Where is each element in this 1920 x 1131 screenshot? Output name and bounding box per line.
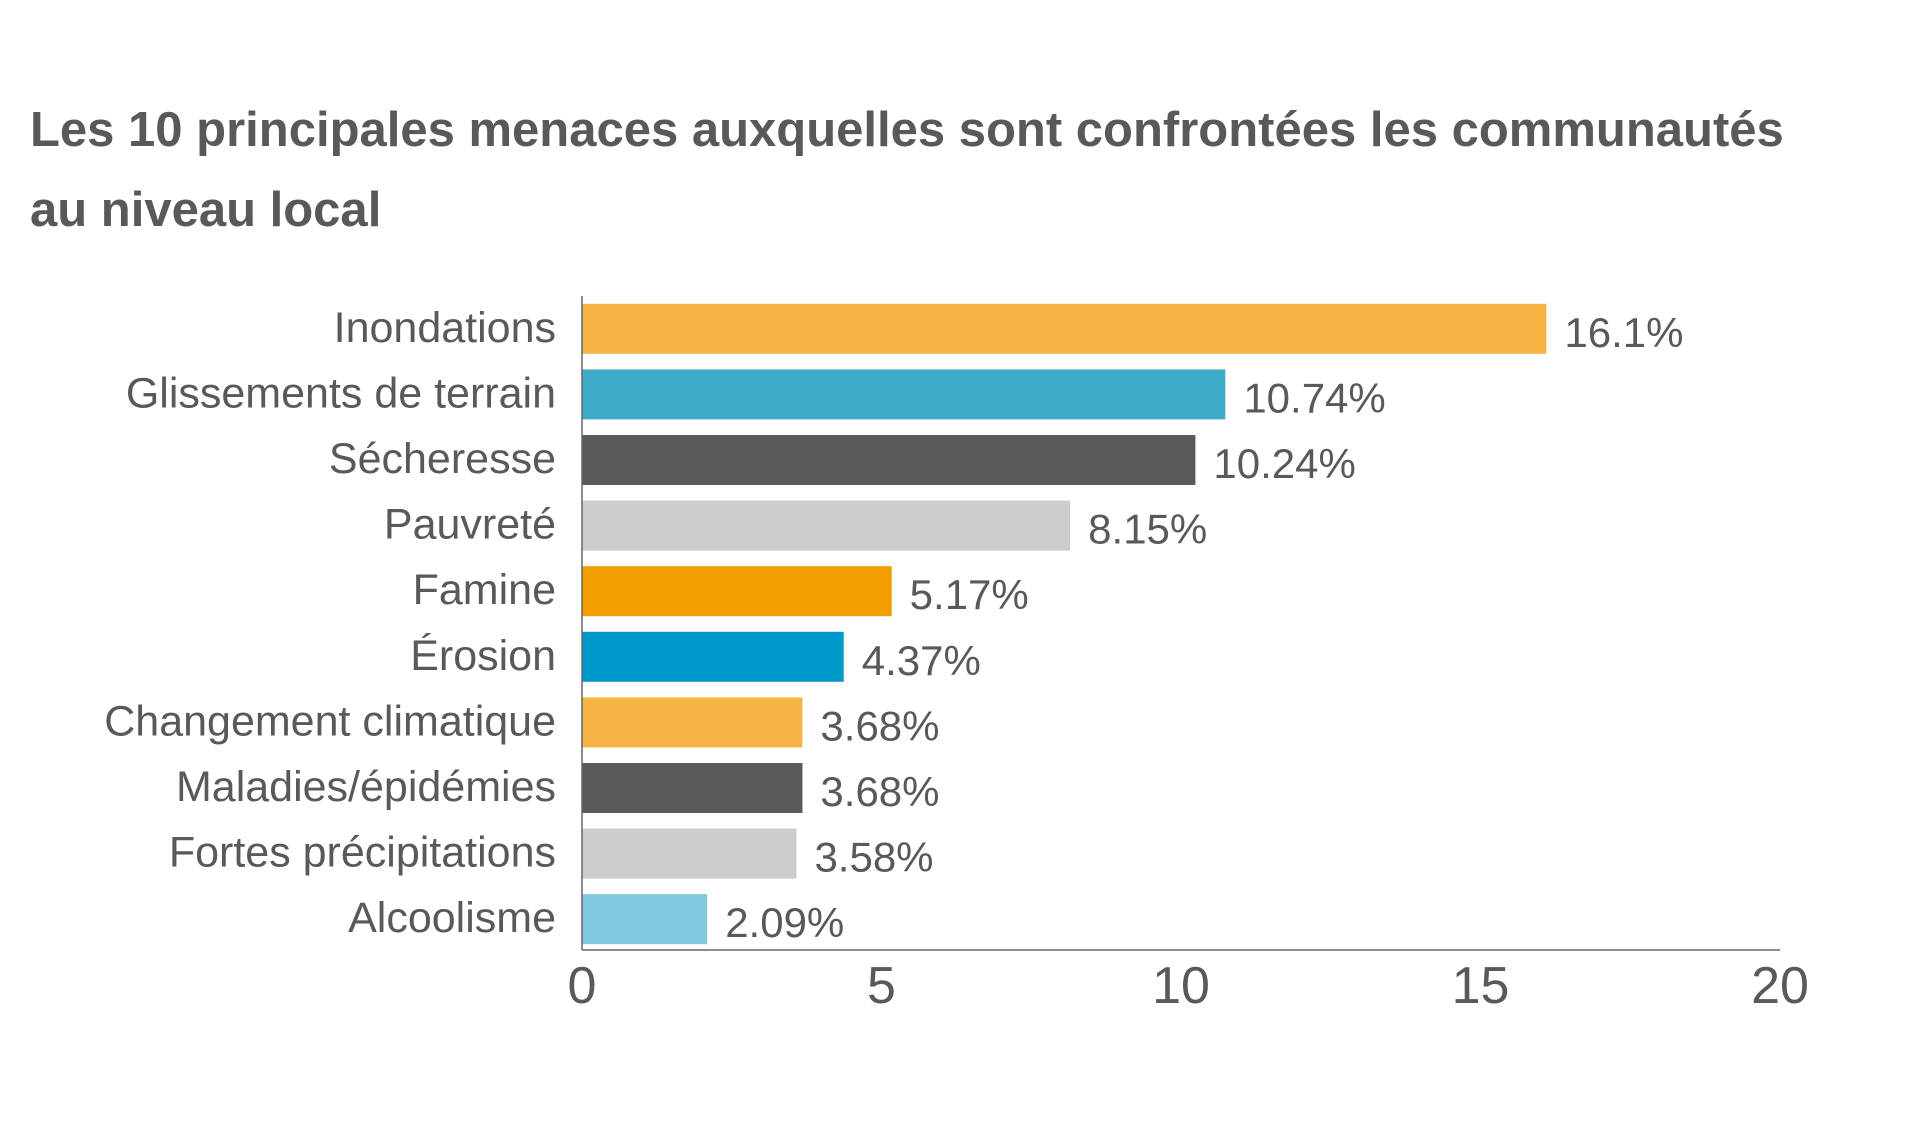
bar [582, 435, 1196, 485]
bar [582, 763, 803, 813]
chart-title-line-1: Les 10 principales menaces auxquelles so… [30, 103, 1784, 157]
bar [582, 566, 892, 617]
bar [582, 303, 1547, 354]
category-label: Fortes précipitations [169, 829, 556, 877]
x-tick-label: 10 [1152, 957, 1210, 1015]
data-label: 8.15% [1088, 506, 1207, 553]
x-tick-label: 5 [867, 957, 896, 1015]
category-label: Glissements de terrain [126, 369, 556, 417]
category-label: Pauvreté [384, 501, 556, 549]
category-label: Alcoolisme [348, 894, 556, 942]
data-label: 3.68% [820, 702, 939, 749]
chart-title-line-2: au niveau local [30, 183, 382, 237]
bar [582, 697, 803, 748]
category-label: Famine [413, 566, 556, 614]
bar [582, 500, 1071, 551]
data-label: 3.58% [814, 834, 933, 881]
x-tick-label: 20 [1751, 957, 1809, 1015]
data-label: 10.74% [1243, 374, 1385, 421]
data-label: 10.24% [1213, 440, 1355, 487]
category-label: Inondations [334, 304, 556, 352]
category-label: Érosion [410, 632, 556, 680]
data-label: 5.17% [910, 571, 1029, 618]
data-label: 4.37% [862, 637, 981, 684]
bar [582, 828, 797, 879]
category-label: Sécheresse [329, 435, 556, 483]
data-label: 3.68% [820, 768, 939, 815]
bar [582, 894, 708, 945]
x-tick-label: 15 [1452, 957, 1510, 1015]
category-label: Maladies/épidémies [176, 763, 556, 811]
bar [582, 369, 1226, 420]
category-label: Changement climatique [104, 697, 556, 745]
x-tick-label: 0 [568, 957, 597, 1015]
data-label: 16.1% [1564, 309, 1683, 356]
data-label: 2.09% [725, 899, 844, 946]
chart-title: Les 10 principales menaces auxquelles so… [30, 90, 1910, 250]
bar [582, 631, 844, 682]
